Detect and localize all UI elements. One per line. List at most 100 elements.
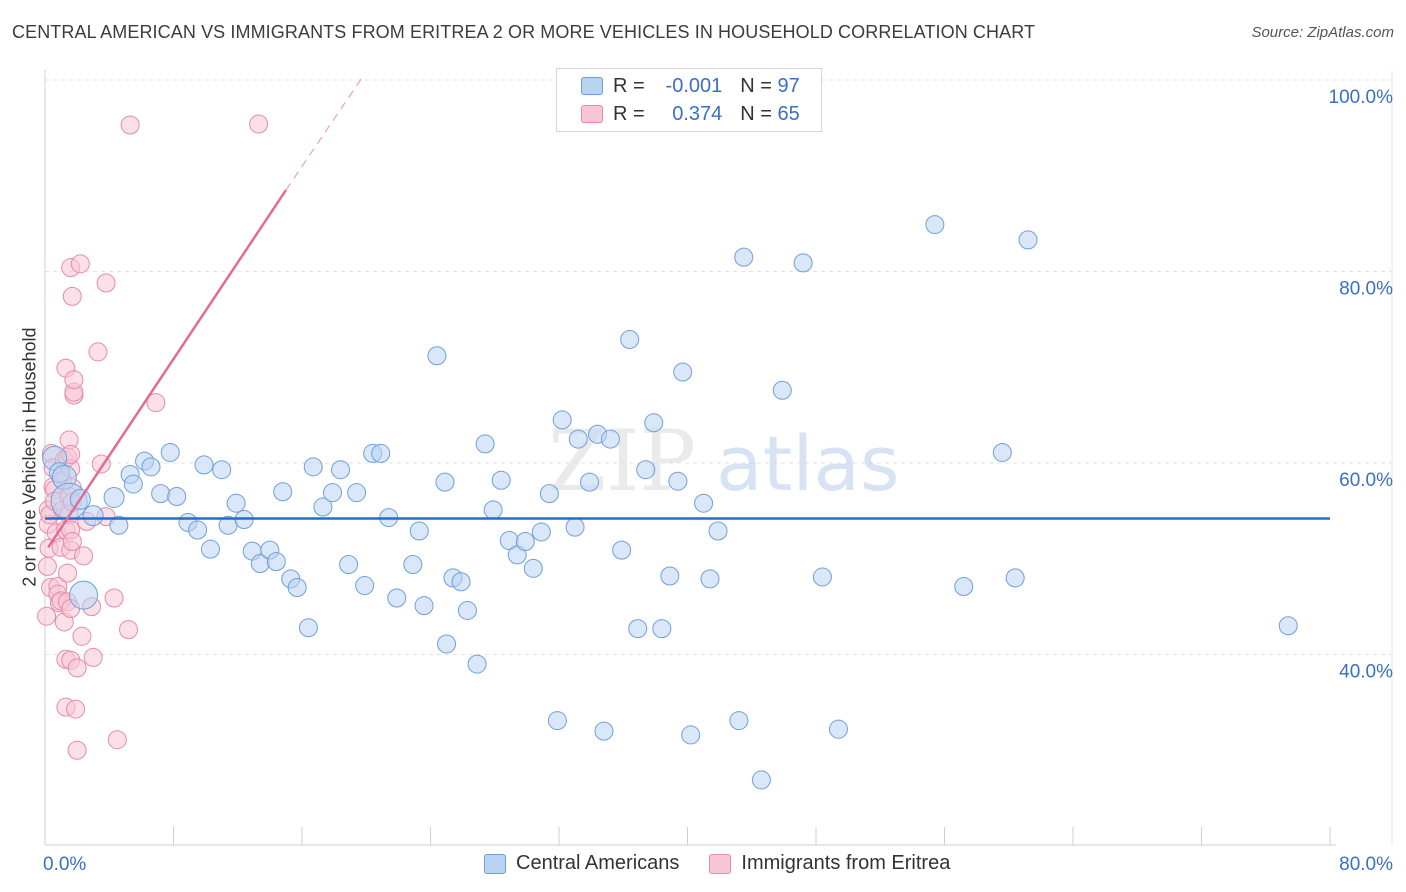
- y-axis-label: 2 or more Vehicles in Household: [19, 327, 40, 587]
- central-american-point: [194, 455, 214, 475]
- central-american-point: [188, 520, 208, 540]
- eritrea-point: [67, 740, 87, 760]
- eritrea-points: [37, 114, 269, 760]
- eritrea-point: [64, 370, 84, 390]
- central-american-point: [339, 554, 359, 574]
- central-american-point: [409, 521, 429, 541]
- source-label: Source: ZipAtlas.com: [1251, 24, 1394, 41]
- central-american-point: [644, 413, 664, 433]
- legend-n-value: 65: [777, 102, 800, 125]
- central-american-point: [568, 429, 588, 449]
- central-american-point: [467, 654, 487, 674]
- central-american-point: [751, 770, 771, 790]
- central-american-point: [636, 460, 656, 480]
- zipatlas-watermark: ZIP atlas: [548, 412, 900, 510]
- central-american-point: [355, 576, 375, 596]
- central-american-point: [547, 711, 567, 731]
- legend-swatch-pink: [581, 105, 603, 123]
- central-american-point: [200, 539, 220, 559]
- central-american-point: [371, 443, 391, 463]
- central-american-point: [954, 577, 974, 597]
- eritrea-point: [104, 588, 124, 608]
- central-american-point: [414, 596, 434, 616]
- eritrea-point: [70, 254, 90, 274]
- central-american-point: [491, 470, 511, 490]
- legend-n-value: 97: [777, 74, 800, 97]
- legend-swatch-blue: [484, 853, 506, 874]
- central-american-point: [772, 380, 792, 400]
- legend-swatch-blue: [581, 77, 603, 95]
- central-american-point: [331, 460, 351, 480]
- central-american-point: [437, 634, 457, 654]
- eritrea-point: [37, 556, 57, 576]
- central-american-point: [266, 552, 286, 572]
- central-american-point: [69, 580, 99, 610]
- central-american-point: [652, 619, 672, 639]
- legend-item-eritrea: Immigrants from Eritrea: [709, 852, 950, 875]
- legend-swatch-pink: [709, 853, 732, 874]
- central-american-point: [483, 500, 503, 520]
- central-american-points: [42, 215, 1298, 790]
- y-tick-label: 100.0%: [1329, 87, 1394, 108]
- central-american-point: [660, 566, 680, 586]
- legend-item-central-americans: Central Americans: [484, 852, 679, 875]
- central-american-point: [323, 483, 343, 503]
- central-american-point: [531, 522, 551, 542]
- y-tick-label: 40.0%: [1339, 662, 1393, 683]
- central-american-point: [82, 505, 104, 527]
- central-american-point: [109, 515, 129, 535]
- legend-r-label: R =: [613, 102, 645, 125]
- central-american-point: [387, 588, 407, 608]
- legend-n-label: N =: [740, 74, 772, 97]
- central-american-point: [793, 253, 813, 273]
- eritrea-point: [83, 647, 103, 667]
- central-american-point: [694, 493, 714, 513]
- eritrea-trend-extension: [285, 75, 364, 191]
- trend-lines: [45, 75, 1330, 548]
- central-american-point: [515, 532, 535, 552]
- central-american-point: [226, 493, 246, 513]
- x-tick-label: 0.0%: [43, 854, 86, 875]
- eritrea-point: [107, 730, 127, 750]
- correlation-legend: R = -0.001 N = 97 R = 0.374 N = 65: [556, 68, 822, 132]
- central-american-point: [475, 434, 495, 454]
- eritrea-point: [66, 699, 86, 719]
- central-american-point: [828, 719, 848, 739]
- central-american-point: [600, 429, 620, 449]
- eritrea-point: [119, 620, 139, 640]
- central-american-point: [1005, 568, 1025, 588]
- y-tick-label: 60.0%: [1339, 470, 1393, 491]
- eritrea-point: [67, 658, 87, 678]
- central-american-point: [287, 577, 307, 597]
- central-american-point: [729, 711, 749, 731]
- central-american-point: [451, 572, 471, 592]
- central-american-point: [151, 484, 171, 504]
- central-american-point: [1018, 230, 1038, 250]
- eritrea-point: [249, 114, 269, 134]
- legend-label-central-americans: Central Americans: [516, 852, 680, 874]
- tick-labels: 40.0% 60.0% 80.0% 100.0% 0.0% 80.0%: [43, 87, 1393, 875]
- watermark-atlas: atlas: [716, 419, 900, 508]
- eritrea-point: [62, 286, 82, 306]
- central-american-point: [681, 725, 701, 745]
- central-american-point: [700, 569, 720, 589]
- grid-lines: [45, 79, 1392, 655]
- central-american-point: [212, 460, 232, 480]
- central-american-point: [435, 472, 455, 492]
- central-american-point: [565, 517, 585, 537]
- central-american-point: [523, 558, 543, 578]
- eritrea-point: [72, 626, 92, 646]
- central-american-point: [734, 247, 754, 267]
- central-american-point: [539, 484, 559, 504]
- eritrea-point: [62, 532, 82, 552]
- legend-row-eritrea: R = 0.374 N = 65: [581, 101, 800, 127]
- central-american-point: [123, 474, 143, 494]
- eritrea-point: [37, 606, 57, 626]
- central-american-point: [167, 487, 187, 507]
- central-american-point: [628, 619, 648, 639]
- central-american-point: [673, 362, 693, 382]
- central-american-point: [403, 554, 423, 574]
- central-american-point: [273, 482, 293, 502]
- central-american-point: [347, 483, 367, 503]
